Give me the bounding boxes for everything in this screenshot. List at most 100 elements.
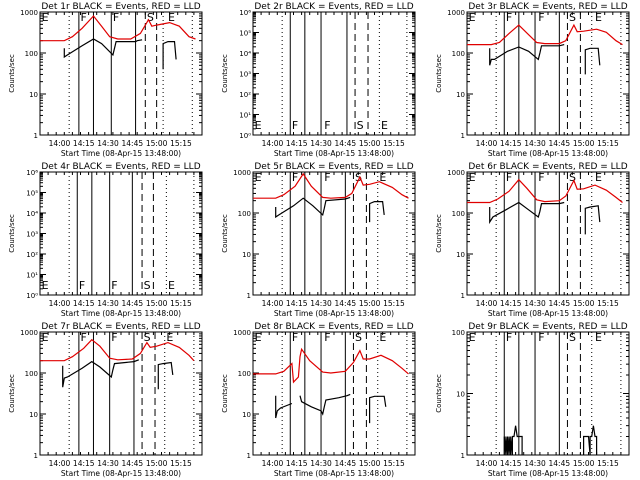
- x-tick-label: 15:00: [359, 459, 381, 468]
- phase-label: F: [324, 171, 330, 184]
- phase-label: E: [469, 331, 476, 344]
- x-tick-label: 14:45: [549, 299, 571, 308]
- y-axis-label: Counts/sec: [8, 374, 16, 413]
- x-tick-label: 14:15: [73, 459, 95, 468]
- y-tick-label: 1: [247, 292, 251, 300]
- panel-det-9: Det 9r BLACK = Events, RED = LLD 1 10 100 14…: [435, 322, 630, 478]
- plot-frame: [466, 11, 630, 136]
- phase-label: F: [324, 119, 330, 132]
- y-tick-label: 1000: [20, 9, 38, 17]
- y-tick-label: 100: [238, 370, 251, 378]
- y-tick-label: 10: [456, 251, 465, 259]
- x-tick-label: 15:15: [383, 459, 405, 468]
- phase-label: F: [79, 279, 85, 292]
- phase-label: S: [144, 331, 151, 344]
- series-events-line: [369, 395, 387, 424]
- panel-det-7: Det 7r BLACK = Events, RED = LLD 1 10 100 10…: [8, 322, 203, 478]
- x-tick-label: 14:00: [49, 299, 71, 308]
- x-tick-label: 14:45: [335, 139, 357, 148]
- chart-title: Det 6r BLACK = Events, RED = LLD: [468, 162, 627, 172]
- x-tick-label: 14:30: [310, 459, 332, 468]
- y-tick-label: 10²: [239, 91, 251, 99]
- y-tick-label: 1: [461, 292, 465, 300]
- x-tick-label: 15:00: [359, 139, 381, 148]
- series-events-line: [583, 425, 598, 456]
- series-lld-line: [253, 347, 409, 384]
- x-axis-label: Start Time (08-Apr-15 13:48:00): [61, 469, 181, 478]
- y-tick-label: 1000: [20, 329, 38, 337]
- phase-label: E: [469, 11, 476, 24]
- y-axis-label: Counts/sec: [435, 214, 443, 253]
- y-tick-label: 100: [25, 370, 38, 378]
- x-tick-label: 14:30: [97, 139, 119, 148]
- chart-title: Det 4r BLACK = Events, RED = LLD: [41, 162, 200, 172]
- phase-label: F: [292, 171, 298, 184]
- y-tick-label: 1000: [447, 9, 465, 17]
- y-tick-label: 10⁰: [26, 292, 38, 300]
- panel-det-8: Det 8r BLACK = Events, RED = LLD 1 10 100 10…: [221, 322, 416, 478]
- y-tick-label: 1: [461, 132, 465, 140]
- phase-label: S: [569, 171, 576, 184]
- phase-label: F: [538, 171, 544, 184]
- x-tick-label: 14:30: [524, 459, 546, 468]
- series-events-line: [62, 359, 140, 388]
- phase-label: S: [144, 279, 151, 292]
- series-events-line: [162, 41, 177, 70]
- phase-label: F: [506, 11, 512, 24]
- y-tick-label: 10³: [26, 231, 38, 239]
- x-axis-label: Start Time (08-Apr-15 13:48:00): [274, 469, 394, 478]
- y-tick-label: 10³: [239, 71, 251, 79]
- y-tick-label: 10: [29, 411, 38, 419]
- y-tick-label: 10¹: [239, 112, 251, 120]
- series-events-line: [157, 361, 174, 390]
- x-tick-label: 14:00: [476, 299, 498, 308]
- phase-label: E: [595, 11, 602, 24]
- phase-label: E: [469, 171, 476, 184]
- panel-det-2: Det 2r BLACK = Events, RED = LLD 10⁰ 10¹ 10…: [221, 2, 416, 158]
- series-events-line: [489, 201, 565, 225]
- x-tick-label: 15:15: [170, 459, 192, 468]
- phase-label: F: [292, 119, 298, 132]
- x-tick-label: 15:15: [597, 299, 619, 308]
- phase-label: F: [538, 331, 544, 344]
- x-tick-label: 14:45: [122, 139, 144, 148]
- chart-title: Det 3r BLACK = Events, RED = LLD: [468, 2, 627, 12]
- y-tick-label: 10: [456, 91, 465, 99]
- series-events-line: [275, 395, 293, 419]
- series-lld-line: [467, 178, 623, 204]
- x-tick-label: 15:00: [359, 299, 381, 308]
- chart-title: Det 1r BLACK = Events, RED = LLD: [41, 2, 200, 12]
- x-tick-label: 15:15: [383, 299, 405, 308]
- plot-frame: [252, 11, 416, 136]
- phase-label: S: [569, 11, 576, 24]
- y-axis-label: Counts/sec: [221, 374, 229, 413]
- x-tick-label: 14:15: [286, 459, 308, 468]
- panel-det-4: Det 4r BLACK = Events, RED = LLD 10⁰ 10¹ 10…: [8, 162, 203, 318]
- series-events-line: [584, 47, 601, 75]
- panel-det-5: Det 5r BLACK = Events, RED = LLD 1 10 100 10…: [221, 162, 416, 318]
- series-lld-line: [467, 23, 623, 46]
- y-tick-label: 100: [238, 210, 251, 218]
- phase-label: E: [42, 331, 49, 344]
- x-tick-label: 15:15: [170, 299, 192, 308]
- y-tick-label: 10: [242, 411, 251, 419]
- x-tick-label: 14:45: [122, 459, 144, 468]
- plot-frame: [466, 171, 630, 296]
- x-tick-label: 14:45: [335, 299, 357, 308]
- y-tick-label: 1: [461, 452, 465, 460]
- phase-label: S: [357, 119, 364, 132]
- x-tick-label: 14:15: [286, 139, 308, 148]
- phase-label: E: [166, 331, 173, 344]
- x-tick-label: 14:30: [97, 459, 119, 468]
- x-tick-label: 14:00: [476, 459, 498, 468]
- phase-label: E: [595, 331, 602, 344]
- y-tick-label: 10⁰: [239, 132, 251, 140]
- y-tick-label: 10: [29, 91, 38, 99]
- series-lld-line: [253, 172, 409, 199]
- phase-label: E: [255, 171, 262, 184]
- phase-label: E: [595, 171, 602, 184]
- x-tick-label: 15:00: [573, 139, 595, 148]
- x-tick-label: 14:00: [262, 299, 284, 308]
- plot-frame: [466, 331, 630, 456]
- phase-label: F: [111, 331, 117, 344]
